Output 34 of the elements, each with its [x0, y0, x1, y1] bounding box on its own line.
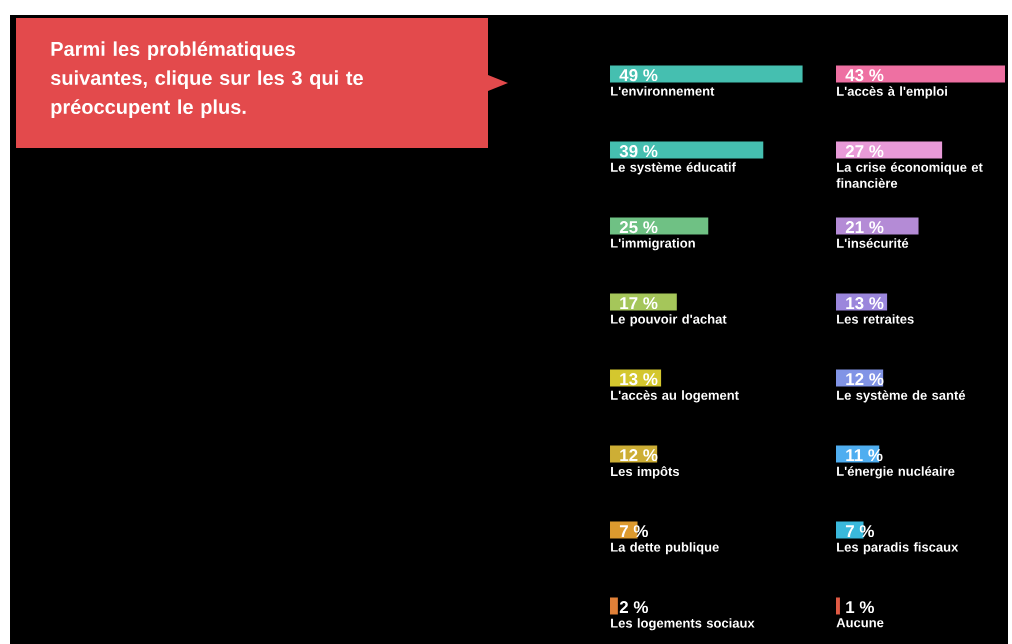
- bar: [836, 65, 1005, 83]
- data-label: 13 %: [846, 297, 884, 310]
- y-tick-label: L'environnement: [611, 86, 715, 96]
- y-tick-label: La dette publique: [611, 542, 719, 555]
- text: Parmi les problématiques suivantes, clique sur les 3 qui te préoccupent le plus.: [50, 41, 363, 119]
- y-tick-label: Les logements sociaux: [611, 618, 755, 631]
- bar: [836, 597, 840, 615]
- bar: [610, 597, 618, 615]
- y-tick-label: La crise économique et financière: [836, 162, 983, 188]
- data-label: 27 %: [845, 145, 884, 158]
- y-tick-label: L'énergie nucléaire: [837, 466, 955, 479]
- bar: [610, 141, 764, 159]
- y-tick-label: Les retraites: [837, 314, 914, 324]
- data-label: 43 %: [845, 69, 884, 82]
- y-tick-label: Le système éducatif: [611, 162, 736, 175]
- y-tick-label: L'accès à l'emploi: [837, 86, 947, 99]
- data-label: 25 %: [619, 221, 658, 234]
- bar: [836, 141, 943, 159]
- y-tick-label: L'insécurité: [837, 238, 909, 248]
- y-tick-label: Les impôts: [611, 466, 680, 479]
- y-tick-label: Le pouvoir d'achat: [611, 314, 727, 327]
- data-label: 17 %: [620, 297, 658, 310]
- data-label: 21 %: [845, 221, 884, 234]
- y-tick-label: Les paradis fiscaux: [837, 542, 959, 555]
- y-tick-label: L'accès au logement: [611, 390, 739, 403]
- bar: [610, 65, 803, 83]
- data-label: 2 %: [619, 601, 649, 614]
- y-tick-label: Aucune: [836, 618, 884, 628]
- y-tick-label: L'immigration: [611, 238, 695, 251]
- data-label: 1 %: [846, 601, 875, 614]
- data-label: 39 %: [619, 145, 658, 158]
- data-label: 13 %: [620, 373, 658, 386]
- data-label: 49 %: [619, 69, 658, 82]
- y-tick-label: Le système de santé: [837, 390, 966, 403]
